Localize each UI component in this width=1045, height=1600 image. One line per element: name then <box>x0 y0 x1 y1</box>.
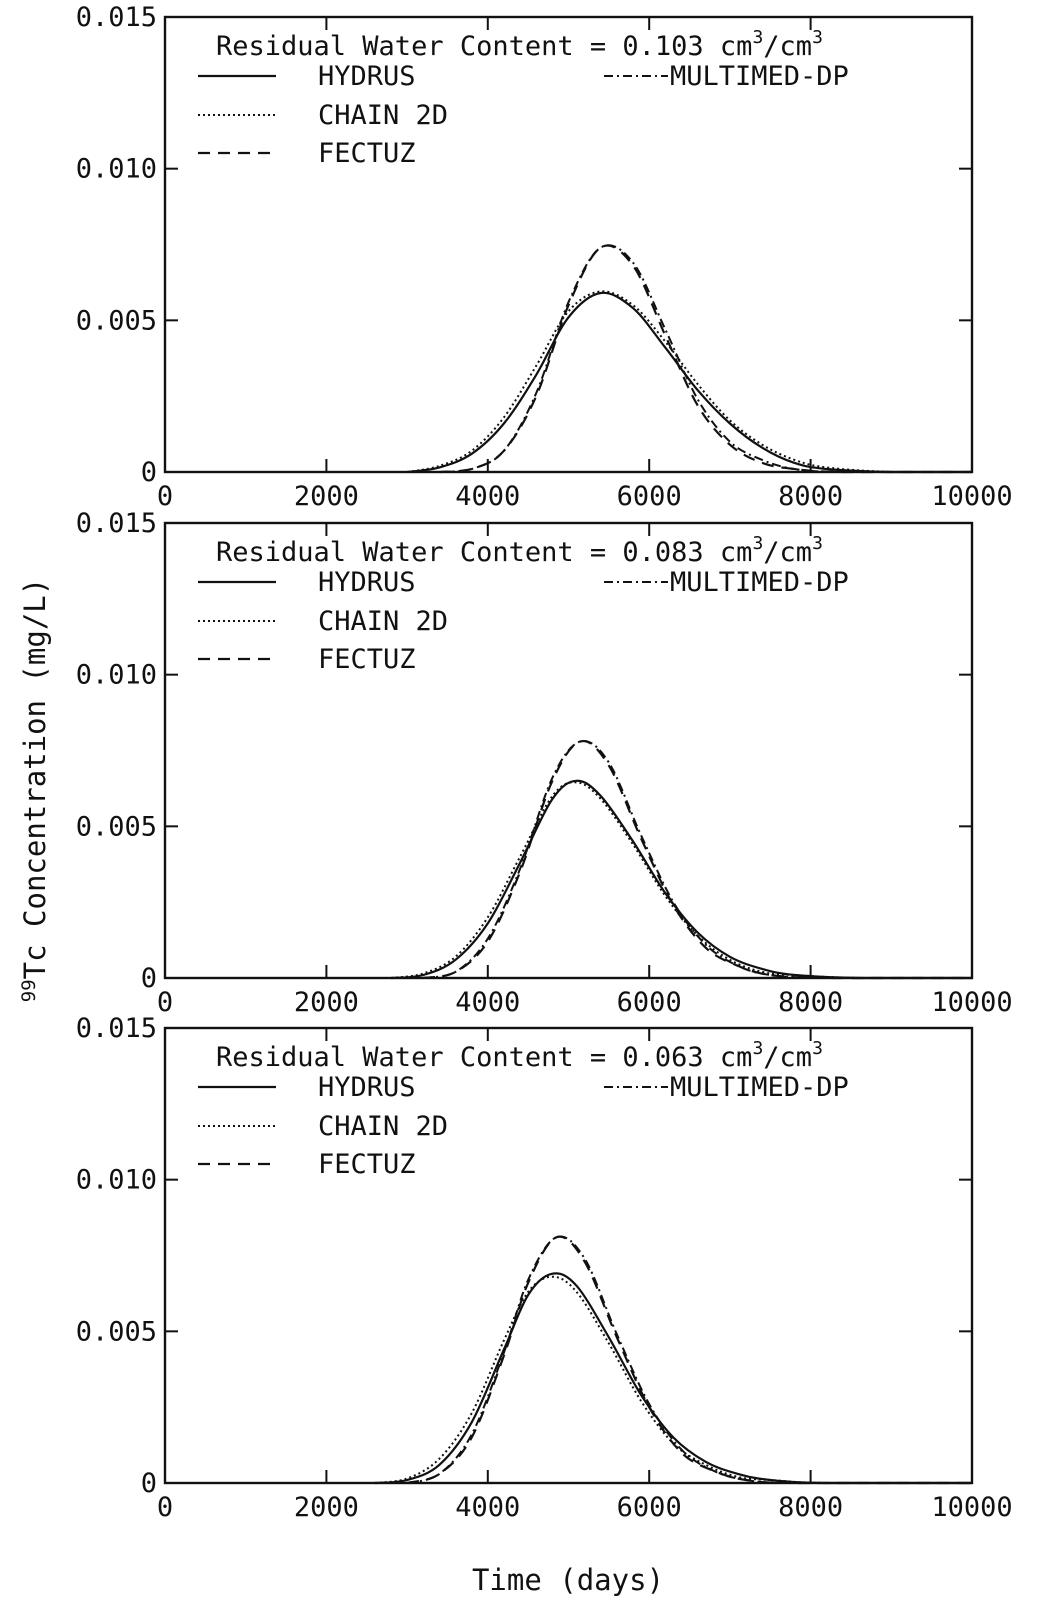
annotation-unit: /cm <box>763 31 812 62</box>
chart-panel-3: 0 2000 4000 6000 8000 10000 0 0.005 0.010 0.015 Re… <box>76 1013 1013 1523</box>
annotation-superscript: 3 <box>752 27 763 48</box>
series-line-hydrus <box>374 1272 972 1485</box>
plot-frame <box>163 521 974 980</box>
residual-water-content-annotation: Residual Water Content = 0.103 cm3/cm3 <box>216 27 823 62</box>
series-line-chain-2d <box>390 781 972 979</box>
chart-panels: 0 2000 4000 6000 8000 10000 0 0.005 0.010 0.015 Re… <box>76 2 1013 1523</box>
x-tick-label: 0 <box>157 481 173 512</box>
legend: HYDRUS MULTIMED-DP CHAIN 2D FECTUZ <box>198 61 849 169</box>
x-tick-label: 6000 <box>617 1492 682 1523</box>
y-tick-label: 0.010 <box>76 1165 157 1196</box>
annotation-text: Residual Water Content = 0.103 cm <box>216 31 752 62</box>
x-tick-label: 10000 <box>931 1492 1012 1523</box>
chart-panel-2: 0 2000 4000 6000 8000 10000 0 0.005 0.010 0.015 Re… <box>76 508 1013 1018</box>
series-line-multimed-dp <box>423 739 972 980</box>
legend-label: CHAIN 2D <box>318 1111 448 1142</box>
y-tick-label: 0 <box>141 457 157 488</box>
residual-water-content-annotation: Residual Water Content = 0.083 cm3/cm3 <box>216 533 823 568</box>
x-tick-label: 2000 <box>294 481 359 512</box>
series-line-fectuz <box>423 739 972 980</box>
x-tick-label: 2000 <box>294 987 359 1018</box>
annotation-text: Residual Water Content = 0.083 cm <box>216 537 752 568</box>
legend-label: FECTUZ <box>318 644 416 675</box>
x-tick-label: 8000 <box>778 1492 843 1523</box>
annotation-unit: /cm <box>763 1042 812 1073</box>
annotation-superscript: 3 <box>812 27 823 48</box>
legend: HYDRUS MULTIMED-DP CHAIN 2D FECTUZ <box>198 567 849 675</box>
x-tick-label: 10000 <box>931 481 1012 512</box>
annotation-superscript: 3 <box>752 533 763 554</box>
x-tick-label: 8000 <box>778 481 843 512</box>
y-tick-label: 0.010 <box>76 660 157 691</box>
legend-label: FECTUZ <box>318 138 416 169</box>
x-tick-label: 10000 <box>931 987 1012 1018</box>
chart-panel-1: 0 2000 4000 6000 8000 10000 0 0.005 0.010 0.015 Re… <box>76 2 1013 512</box>
x-tick-label: 8000 <box>778 987 843 1018</box>
series-line-multimed-dp <box>439 244 972 474</box>
x-tick-label: 4000 <box>455 987 520 1018</box>
series-line-fectuz <box>439 244 972 474</box>
legend-label: CHAIN 2D <box>318 606 448 637</box>
y-tick-label: 0.005 <box>76 811 157 842</box>
legend-label: MULTIMED-DP <box>670 61 849 92</box>
series-line-multimed-dp <box>406 1235 972 1485</box>
y-axis-title-text: Tc Concentration (mg/L) <box>18 578 52 980</box>
annotation-unit: /cm <box>763 537 812 568</box>
x-tick-label: 0 <box>157 1492 173 1523</box>
legend-label: HYDRUS <box>318 61 416 92</box>
y-tick-label: 0.015 <box>76 508 157 539</box>
annotation-superscript: 3 <box>812 1038 823 1059</box>
x-axis-title: Time (days) <box>472 1563 664 1597</box>
legend-label: HYDRUS <box>318 567 416 598</box>
annotation-superscript: 3 <box>812 533 823 554</box>
y-tick-label: 0 <box>141 963 157 994</box>
legend-label: HYDRUS <box>318 1072 416 1103</box>
y-tick-label: 0.015 <box>76 1013 157 1044</box>
legend-label: CHAIN 2D <box>318 100 448 131</box>
x-tick-label: 4000 <box>455 1492 520 1523</box>
legend-label: FECTUZ <box>318 1149 416 1180</box>
x-tick-label: 0 <box>157 987 173 1018</box>
x-tick-label: 6000 <box>617 987 682 1018</box>
y-axis-title-superscript: 99 <box>18 979 40 1002</box>
plot-frame <box>163 1026 974 1485</box>
legend-label: MULTIMED-DP <box>670 567 849 598</box>
x-tick-label: 2000 <box>294 1492 359 1523</box>
series-line-hydrus <box>406 291 972 474</box>
plot-frame <box>163 15 974 474</box>
annotation-text: Residual Water Content = 0.063 cm <box>216 1042 752 1073</box>
y-tick-label: 0 <box>141 1468 157 1499</box>
x-tick-label: 4000 <box>455 481 520 512</box>
y-tick-label: 0.010 <box>76 154 157 185</box>
y-tick-label: 0.005 <box>76 305 157 336</box>
y-tick-label: 0.015 <box>76 2 157 33</box>
y-axis-title: 99Tc Concentration (mg/L) <box>18 578 52 1002</box>
legend-label: MULTIMED-DP <box>670 1072 849 1103</box>
series-line-chain-2d <box>374 1275 972 1485</box>
annotation-superscript: 3 <box>752 1038 763 1059</box>
legend: HYDRUS MULTIMED-DP CHAIN 2D FECTUZ <box>198 1072 849 1180</box>
series-line-hydrus <box>390 779 972 980</box>
series-line-fectuz <box>406 1235 972 1485</box>
x-tick-label: 6000 <box>617 481 682 512</box>
residual-water-content-annotation: Residual Water Content = 0.063 cm3/cm3 <box>216 1038 823 1073</box>
y-tick-label: 0.005 <box>76 1316 157 1347</box>
